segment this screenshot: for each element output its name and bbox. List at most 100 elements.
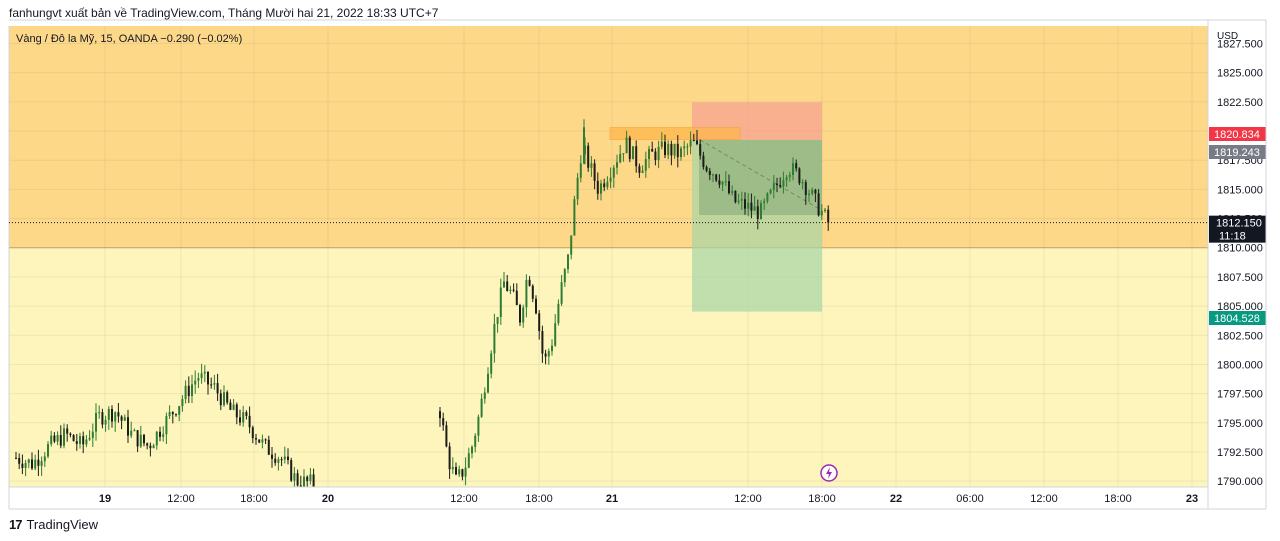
candle-body[interactable] — [194, 380, 197, 385]
candle-body[interactable] — [264, 439, 267, 441]
candle-body[interactable] — [283, 456, 286, 460]
candle-body[interactable] — [801, 182, 804, 184]
candle-body[interactable] — [632, 146, 634, 160]
candle-body[interactable] — [772, 183, 775, 190]
candle-body[interactable] — [37, 459, 40, 466]
candle-body[interactable] — [616, 162, 618, 168]
candle-body[interactable] — [27, 459, 30, 463]
candle-body[interactable] — [31, 459, 33, 469]
candle-body[interactable] — [638, 166, 641, 173]
candle-body[interactable] — [79, 436, 81, 445]
candle-body[interactable] — [50, 435, 53, 445]
candle-body[interactable] — [670, 143, 673, 156]
candle-body[interactable] — [724, 181, 727, 183]
candle-body[interactable] — [820, 210, 823, 216]
candle-body[interactable] — [255, 438, 257, 440]
candle-body[interactable] — [683, 146, 686, 149]
candle-body[interactable] — [149, 445, 152, 449]
candle-body[interactable] — [130, 430, 133, 436]
candle-body[interactable] — [744, 199, 746, 209]
candle-body[interactable] — [702, 155, 705, 168]
candle-body[interactable] — [811, 189, 814, 194]
candle-body[interactable] — [267, 439, 270, 455]
candle-body[interactable] — [824, 209, 826, 211]
candle-body[interactable] — [287, 456, 289, 461]
candle-body[interactable] — [98, 412, 101, 414]
candle-body[interactable] — [207, 371, 209, 385]
candle-body[interactable] — [680, 148, 682, 158]
candle-body[interactable] — [712, 174, 714, 176]
candle-body[interactable] — [487, 373, 489, 393]
candle-body[interactable] — [162, 434, 165, 437]
candle-body[interactable] — [567, 254, 569, 270]
candle-body[interactable] — [191, 384, 193, 397]
candle-body[interactable] — [692, 140, 695, 142]
candle-body[interactable] — [503, 281, 505, 288]
candle-body[interactable] — [635, 146, 638, 167]
candle-body[interactable] — [817, 193, 820, 216]
candle-body[interactable] — [750, 202, 753, 211]
candle-body[interactable] — [708, 170, 711, 176]
candle-body[interactable] — [219, 393, 222, 406]
candle-body[interactable] — [458, 469, 461, 475]
candle-body[interactable] — [795, 163, 798, 169]
candle-body[interactable] — [104, 419, 107, 425]
candle-body[interactable] — [155, 431, 158, 446]
candle-body[interactable] — [737, 200, 740, 203]
candle-body[interactable] — [216, 383, 219, 394]
candle-body[interactable] — [127, 417, 129, 436]
candle-body[interactable] — [139, 434, 142, 447]
candle-body[interactable] — [782, 180, 785, 187]
candle-body[interactable] — [136, 430, 139, 447]
candle-body[interactable] — [590, 163, 593, 168]
candle-body[interactable] — [587, 145, 590, 168]
candle-body[interactable] — [676, 143, 679, 158]
candle-body[interactable] — [721, 181, 724, 185]
candle-body[interactable] — [480, 398, 483, 417]
candle-body[interactable] — [483, 392, 486, 399]
candle-body[interactable] — [165, 416, 168, 435]
candle-body[interactable] — [56, 435, 59, 442]
candle-body[interactable] — [515, 290, 518, 306]
candle-body[interactable] — [312, 474, 315, 487]
candle-body[interactable] — [178, 406, 181, 415]
candle-body[interactable] — [644, 159, 647, 171]
candle-body[interactable] — [21, 463, 24, 468]
candle-body[interactable] — [603, 183, 606, 188]
candle-body[interactable] — [522, 307, 525, 323]
candle-body[interactable] — [242, 412, 245, 423]
candle-body[interactable] — [63, 428, 65, 446]
candle-body[interactable] — [477, 416, 480, 436]
candle-body[interactable] — [593, 163, 596, 181]
candle-body[interactable] — [689, 140, 692, 147]
candle-body[interactable] — [226, 392, 229, 403]
candle-body[interactable] — [69, 433, 72, 436]
candle-body[interactable] — [277, 459, 280, 463]
candle-body[interactable] — [258, 439, 261, 443]
candle-body[interactable] — [53, 435, 56, 442]
candle-body[interactable] — [600, 183, 602, 194]
candle-body[interactable] — [734, 190, 737, 203]
candle-body[interactable] — [290, 460, 293, 481]
candle-body[interactable] — [756, 206, 759, 220]
candle-body[interactable] — [731, 190, 734, 194]
candle-body[interactable] — [197, 378, 200, 381]
candle-body[interactable] — [554, 323, 557, 346]
candle-body[interactable] — [718, 180, 721, 185]
candle-body[interactable] — [123, 417, 126, 421]
candle-body[interactable] — [541, 331, 544, 354]
candle-body[interactable] — [622, 153, 625, 155]
candle-body[interactable] — [251, 427, 254, 439]
candle-body[interactable] — [91, 431, 94, 438]
candle-body[interactable] — [788, 174, 791, 178]
candle-body[interactable] — [506, 281, 509, 291]
candle-body[interactable] — [628, 137, 631, 160]
candle-body[interactable] — [606, 181, 609, 188]
candle-body[interactable] — [779, 185, 782, 187]
candle-body[interactable] — [72, 435, 75, 442]
candle-body[interactable] — [455, 467, 457, 475]
candle-body[interactable] — [43, 456, 46, 462]
candle-body[interactable] — [519, 305, 521, 323]
candle-body[interactable] — [625, 137, 628, 154]
candle-body[interactable] — [171, 411, 174, 415]
